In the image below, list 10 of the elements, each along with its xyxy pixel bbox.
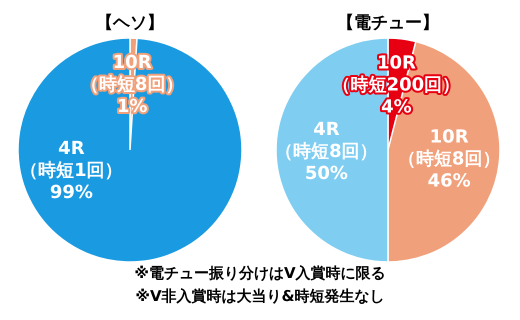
data-label: 50% [304,163,348,184]
chart-title: 【ヘソ】 [96,13,164,33]
slice-label: 10R（時短8回） [398,126,500,170]
text: ※V非入賞時は大当り&時短発生なし [135,287,385,305]
slice-label: 4R（時短8回） [275,119,378,162]
slice-label: 4R（時短1回） [20,138,123,181]
data-label: 46% [428,170,471,192]
text: ※電チュー振り分けはV入賞時に限る [134,264,386,282]
data-label: 99% [50,182,93,203]
chart-title: 【電チュー】 [337,13,439,33]
